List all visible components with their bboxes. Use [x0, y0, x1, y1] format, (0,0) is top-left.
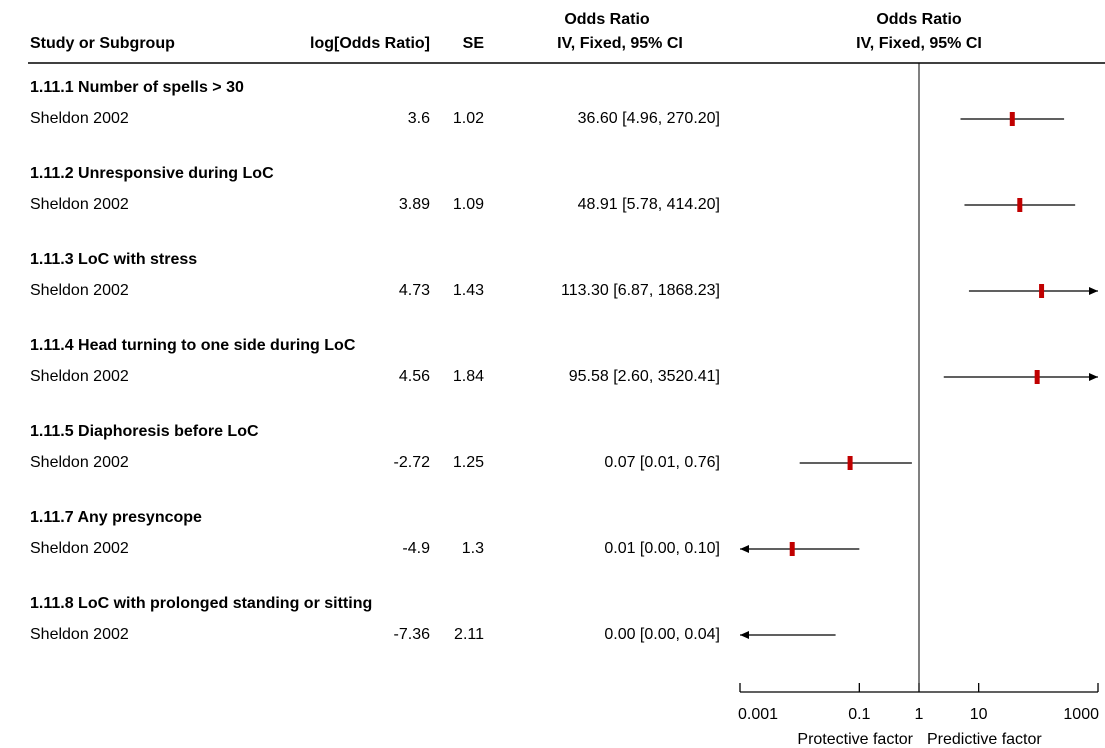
study-name: Sheldon 2002 [30, 540, 129, 557]
group-title: 1.11.5 Diaphoresis before LoC [30, 423, 259, 440]
header-or-method: IV, Fixed, 95% CI [557, 35, 683, 52]
group-title: 1.11.7 Any presyncope [30, 509, 202, 526]
ci-arrow-right [1089, 287, 1098, 295]
x-label-right: Predictive factor [927, 731, 1042, 748]
study-name: Sheldon 2002 [30, 454, 129, 471]
x-tick-label: 1000 [1063, 706, 1099, 723]
log-or: 3.89 [399, 196, 430, 213]
or-ci: 0.01 [0.00, 0.10] [604, 540, 720, 557]
se: 2.11 [454, 626, 484, 643]
log-or: 4.56 [399, 368, 430, 385]
ci-arrow-left [740, 631, 749, 639]
study-name: Sheldon 2002 [30, 368, 129, 385]
se: 1.43 [453, 282, 484, 299]
or-ci: 48.91 [5.78, 414.20] [578, 196, 720, 213]
se: 1.09 [453, 196, 484, 213]
x-tick-label: 0.001 [738, 706, 778, 723]
point-estimate [1017, 198, 1023, 212]
or-ci: 113.30 [6.87, 1868.23] [561, 282, 720, 299]
group-title: 1.11.2 Unresponsive during LoC [30, 165, 274, 182]
log-or: 4.73 [399, 282, 430, 299]
x-tick-label: 1 [915, 706, 924, 723]
header-or: Odds Ratio [564, 11, 650, 28]
x-tick-label: 10 [970, 706, 988, 723]
ci-arrow-right [1089, 373, 1098, 381]
study-name: Sheldon 2002 [30, 626, 129, 643]
log-or: -2.72 [394, 454, 431, 471]
se: 1.3 [462, 540, 484, 557]
log-or: -4.9 [402, 540, 430, 557]
header-plot: Odds Ratio [876, 11, 962, 28]
se: 1.25 [453, 454, 484, 471]
point-estimate [1009, 112, 1015, 126]
log-or: -7.36 [394, 626, 431, 643]
point-estimate [1034, 370, 1040, 384]
header-plot-method: IV, Fixed, 95% CI [856, 35, 982, 52]
group-title: 1.11.8 LoC with prolonged standing or si… [30, 595, 372, 612]
or-ci: 36.60 [4.96, 270.20] [578, 110, 720, 127]
study-name: Sheldon 2002 [30, 110, 129, 127]
point-estimate [789, 542, 795, 556]
se: 1.84 [453, 368, 484, 385]
log-or: 3.6 [408, 110, 430, 127]
header-study: Study or Subgroup [30, 35, 175, 52]
group-title: 1.11.1 Number of spells > 30 [30, 79, 244, 96]
or-ci: 0.00 [0.00, 0.04] [604, 626, 720, 643]
se: 1.02 [453, 110, 484, 127]
study-name: Sheldon 2002 [30, 196, 129, 213]
study-name: Sheldon 2002 [30, 282, 129, 299]
ci-arrow-left [740, 545, 749, 553]
point-estimate [847, 456, 853, 470]
x-label-left: Protective factor [797, 731, 913, 748]
point-estimate [1039, 284, 1045, 298]
or-ci: 0.07 [0.01, 0.76] [604, 454, 720, 471]
or-ci: 95.58 [2.60, 3520.41] [569, 368, 720, 385]
x-tick-label: 0.1 [848, 706, 870, 723]
header-se: SE [463, 35, 485, 52]
group-title: 1.11.3 LoC with stress [30, 251, 197, 268]
group-title: 1.11.4 Head turning to one side during L… [30, 337, 356, 354]
header-log-or: log[Odds Ratio] [310, 35, 430, 52]
